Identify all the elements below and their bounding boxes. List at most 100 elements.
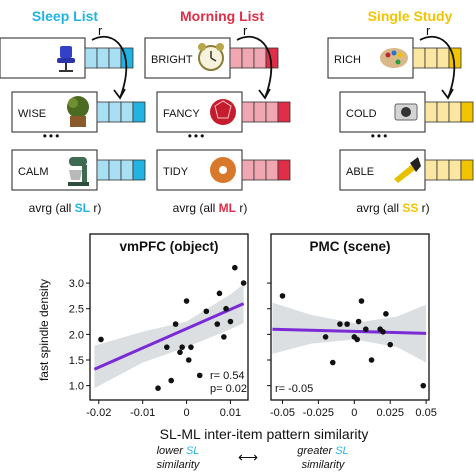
regression-line xyxy=(272,327,427,335)
data-point xyxy=(177,349,183,356)
stat-annotation: p= 0.02 xyxy=(210,383,247,395)
r-arrow-icon xyxy=(91,35,128,99)
data-point xyxy=(420,382,427,389)
x-tick-label: -0.01 xyxy=(130,407,155,419)
word-label: BRIGHT xyxy=(151,54,193,66)
data-point xyxy=(279,293,286,299)
y-tick-label: 2.0 xyxy=(69,329,84,341)
data-point xyxy=(329,359,336,366)
data-point xyxy=(227,318,234,325)
potted-plant-icon xyxy=(67,96,89,127)
donut-icon xyxy=(210,157,236,183)
alarm-clock-icon xyxy=(198,43,224,71)
list-title: Single Study xyxy=(368,8,453,24)
list-title: Morning List xyxy=(180,8,264,24)
pattern-cell xyxy=(277,101,291,123)
regression-line xyxy=(93,302,245,371)
data-point xyxy=(380,328,386,335)
shared-x-axis-label: SL-ML inter-item pattern similarity xyxy=(160,426,369,442)
arrowhead-icon xyxy=(258,88,271,100)
data-point xyxy=(196,372,203,379)
x-tick-label: 0 xyxy=(183,407,189,419)
pattern-cell xyxy=(120,159,134,181)
r-arrow-icon xyxy=(419,35,456,99)
word-card: WISE xyxy=(11,91,146,133)
data-point xyxy=(223,305,229,312)
data-point xyxy=(383,311,389,317)
scatter-charts: vmPFC (object) -0.02 -0.01 0 0.01 1.0 1.5 2.0 2.… xyxy=(37,233,437,419)
flashlight-icon xyxy=(394,157,421,183)
list-panel: Single Study RICH r COLD ABLE ••• avrg (all SS… xyxy=(327,8,474,215)
data-point xyxy=(221,334,227,340)
data-point xyxy=(358,298,365,304)
pattern-cell xyxy=(448,101,462,123)
list-panel: Morning List BRIGHT r FANCY TIDY ••• avrg (all… xyxy=(144,8,291,215)
pattern-cell xyxy=(241,47,255,69)
average-label: avrg (all ML r) xyxy=(173,201,248,215)
stat-annotation: r= -0.05 xyxy=(275,383,313,395)
ellipsis-dots: ••• xyxy=(188,129,207,143)
pattern-cell xyxy=(424,47,438,69)
data-point xyxy=(355,318,362,325)
greater-sl-highlight: SL xyxy=(335,445,349,457)
data-point xyxy=(164,344,170,350)
pattern-cell xyxy=(84,47,98,69)
palette-icon xyxy=(380,48,408,68)
top-word-card: RICH r xyxy=(327,23,462,100)
data-point xyxy=(98,336,104,343)
pattern-cell xyxy=(460,159,474,181)
word-label: RICH xyxy=(334,54,361,66)
pattern-cell xyxy=(96,159,110,181)
arrowhead-icon xyxy=(441,88,454,100)
word-label: WISE xyxy=(18,108,46,120)
pattern-cell xyxy=(448,159,462,181)
data-point xyxy=(368,357,375,363)
y-tick-label: 1.0 xyxy=(69,381,84,393)
lower-similarity-label: lower SL similarity xyxy=(156,445,200,471)
scatter-chart: PMC (scene) -0.05 -0.025 0 0.025 0.05 r= -0.05 xyxy=(267,233,437,419)
pattern-cell xyxy=(108,159,122,181)
y-tick-label: 1.5 xyxy=(69,355,84,367)
lower-sl-highlight: SL xyxy=(185,445,200,457)
greater-similarity-label: greater SL similarity xyxy=(297,445,349,471)
data-point xyxy=(183,298,190,304)
data-point xyxy=(240,280,247,286)
pattern-cell xyxy=(277,159,291,181)
data-point xyxy=(185,357,192,363)
pattern-cell xyxy=(424,101,438,123)
x-tick-label: 0 xyxy=(351,407,357,419)
data-point xyxy=(322,334,329,340)
word-card: ABLE xyxy=(339,149,474,191)
word-label: TIDY xyxy=(163,166,189,178)
data-point xyxy=(344,321,350,327)
pattern-cell xyxy=(253,159,267,181)
pattern-cell xyxy=(229,47,243,69)
x-tick-label: -0.02 xyxy=(86,407,111,419)
word-card: COLD xyxy=(339,91,474,133)
pattern-cell xyxy=(253,47,267,69)
data-point xyxy=(363,326,369,333)
word-label: FANCY xyxy=(163,108,200,120)
top-word-card: r xyxy=(0,23,134,100)
data-point xyxy=(203,308,210,315)
data-point xyxy=(172,321,179,327)
average-highlight: SS xyxy=(402,201,418,215)
data-point xyxy=(387,341,394,348)
r-label: r xyxy=(243,23,248,38)
pattern-cell xyxy=(436,47,450,69)
data-point xyxy=(232,264,238,271)
pattern-cell xyxy=(460,101,474,123)
y-tick-label: 3.0 xyxy=(69,278,84,290)
stand-mixer-icon xyxy=(68,157,89,186)
x-tick-label: 0.025 xyxy=(376,407,404,419)
pattern-cell xyxy=(424,159,438,181)
average-highlight: SL xyxy=(75,201,90,215)
pattern-cell xyxy=(253,101,267,123)
data-point xyxy=(214,321,221,327)
pattern-cell xyxy=(132,101,146,123)
average-highlight: ML xyxy=(219,201,236,215)
chart-title: PMC (scene) xyxy=(309,239,390,254)
